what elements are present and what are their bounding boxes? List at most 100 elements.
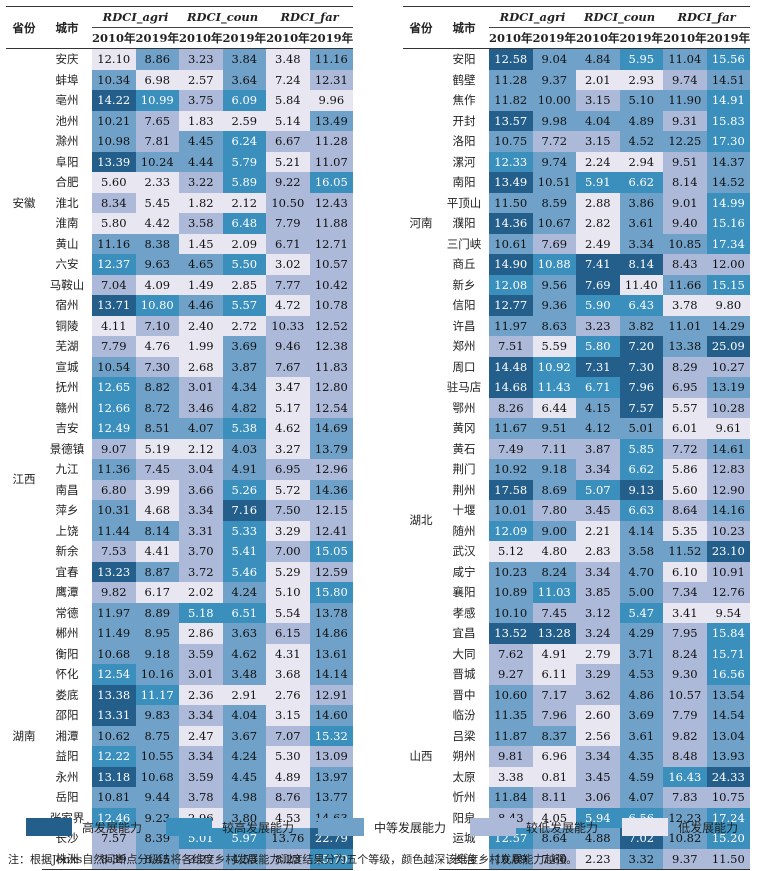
value-cell: 7.04	[92, 274, 136, 295]
value-cell: 4.07	[619, 787, 664, 808]
value-cell: 4.03	[222, 438, 267, 459]
city-cell: 娄底	[55, 687, 79, 702]
value-cell: 10.50	[266, 192, 310, 213]
value-cell: 13.38	[663, 336, 707, 357]
table-row: 武汉 5.12 4.80 2.83 3.58 11.52 23.10	[403, 541, 751, 562]
value-cell: 14.61	[706, 438, 751, 459]
table-row: 湖南 常德 11.97 8.89 5.18 6.51 5.54 13.78	[6, 602, 354, 743]
value-cell: 5.57	[222, 295, 267, 316]
value-cell: 11.07	[309, 151, 354, 172]
value-cell: 10.78	[309, 295, 354, 316]
value-cell: 2.82	[576, 213, 620, 234]
value-cell: 4.70	[619, 561, 664, 582]
value-cell: 6.43	[619, 295, 664, 316]
value-cell: 6.96	[532, 746, 577, 767]
value-cell: 5.18	[179, 602, 223, 623]
value-cell: 6.24	[222, 131, 267, 152]
city-cell: 铜陵	[55, 318, 79, 333]
value-cell: 15.71	[706, 643, 751, 664]
table-row: 娄底 13.38 11.17 2.36 2.91 2.76 12.91	[6, 684, 354, 705]
coun-header: RDCI_coun	[179, 6, 267, 28]
value-cell: 2.12	[222, 192, 267, 213]
value-cell: 3.04	[179, 459, 223, 480]
city-cell: 上饶	[55, 523, 79, 538]
agri-header: RDCI_agri	[489, 6, 577, 28]
value-cell: 14.60	[309, 705, 354, 726]
value-cell: 2.60	[576, 705, 620, 726]
city-cell: 吕梁	[452, 728, 476, 743]
value-cell: 8.14	[135, 520, 180, 541]
value-cell: 9.81	[489, 746, 533, 767]
value-cell: 7.41	[576, 254, 620, 275]
value-cell: 1.82	[179, 192, 223, 213]
value-cell: 5.17	[266, 397, 310, 418]
table-row: 上饶 11.44 8.14 3.31 5.33 3.29 12.41	[6, 520, 354, 541]
year-2010-header: 2010年	[489, 27, 533, 49]
value-cell: 4.53	[266, 807, 310, 828]
legend-swatch	[26, 818, 72, 836]
value-cell: 5.41	[222, 541, 267, 562]
value-cell: 8.23	[266, 848, 310, 870]
value-cell: 4.62	[222, 643, 267, 664]
value-cell: 13.18	[92, 766, 136, 787]
value-cell: 13.31	[92, 705, 136, 726]
value-cell: 11.40	[619, 274, 664, 295]
value-cell: 10.21	[92, 110, 136, 131]
table-row: 宿州 13.71 10.80 4.46 5.57 4.72 10.78	[6, 295, 354, 316]
value-cell: 3.80	[222, 807, 267, 828]
footnote: 注：根据Jenks自然间断点分级法将各维度乡村发展能力测度结果分为五个等级，颜色…	[8, 853, 578, 866]
table-row: 衡阳 10.68 9.18 3.59 4.62 4.31 13.61	[6, 643, 354, 664]
value-cell: 10.89	[489, 848, 533, 870]
value-cell: 14.37	[706, 151, 751, 172]
value-cell: 9.51	[663, 151, 707, 172]
value-cell: 10.60	[489, 684, 533, 705]
province-cell: 安徽	[12, 195, 36, 210]
value-cell: 10.88	[532, 254, 577, 275]
value-cell: 2.02	[179, 582, 223, 603]
value-cell: 14.48	[489, 356, 533, 377]
value-cell: 3.12	[576, 602, 620, 623]
value-cell: 5.33	[222, 520, 267, 541]
value-cell: 2.72	[222, 315, 267, 336]
value-cell: 15.70	[309, 848, 354, 870]
city-cell: 随州	[452, 523, 476, 538]
value-cell: 4.04	[222, 705, 267, 726]
value-cell: 7.20	[619, 336, 664, 357]
value-cell: 5.89	[222, 172, 267, 193]
value-cell: 14.99	[706, 192, 751, 213]
legend-label: 较低发展能力	[526, 820, 599, 835]
value-cell: 3.31	[179, 520, 223, 541]
value-cell: 15.84	[706, 623, 751, 644]
value-cell: 13.77	[309, 787, 354, 808]
value-cell: 12.25	[663, 131, 707, 152]
value-cell: 3.58	[179, 213, 223, 234]
table-row: 益阳 12.22 10.55 3.34 4.24 5.30 13.09	[6, 746, 354, 767]
table-row: 长沙 7.57 8.39 5.01 5.97 13.76 22.79	[6, 828, 354, 849]
value-cell: 2.40	[179, 315, 223, 336]
value-cell: 9.07	[92, 438, 136, 459]
value-cell: 7.34	[663, 582, 707, 603]
table-row: 萍乡 10.31 4.68 3.34 7.16 7.50 12.15	[6, 500, 354, 521]
value-cell: 1.99	[179, 336, 223, 357]
value-cell: 6.62	[619, 459, 664, 480]
table-row: 三门峡 10.61 7.69 2.49 3.34 10.85 17.34	[403, 233, 751, 254]
value-cell: 11.36	[92, 459, 136, 480]
value-cell: 12.77	[489, 295, 533, 316]
value-cell: 3.48	[266, 48, 310, 70]
value-cell: 3.99	[135, 479, 180, 500]
value-cell: 4.41	[135, 541, 180, 562]
value-cell: 4.34	[222, 377, 267, 398]
value-cell: 7.30	[619, 356, 664, 377]
value-cell: 7.50	[266, 500, 310, 521]
value-cell: 9.74	[663, 69, 707, 90]
city-cell: 宣城	[55, 359, 79, 374]
value-cell: 5.95	[619, 48, 664, 70]
value-cell: 7.11	[532, 438, 577, 459]
city-cell: 新乡	[452, 277, 476, 292]
table-row: 江西 宣城 10.54 7.30 2.68 3.87 7.67 11.83	[6, 356, 354, 486]
value-cell: 11.97	[489, 315, 533, 336]
value-cell: 7.67	[266, 356, 310, 377]
table-row: 孝感 10.10 7.45 3.12 5.47 3.41 9.54	[403, 602, 751, 623]
value-cell: 4.59	[619, 766, 664, 787]
value-cell: 3.23	[576, 315, 620, 336]
